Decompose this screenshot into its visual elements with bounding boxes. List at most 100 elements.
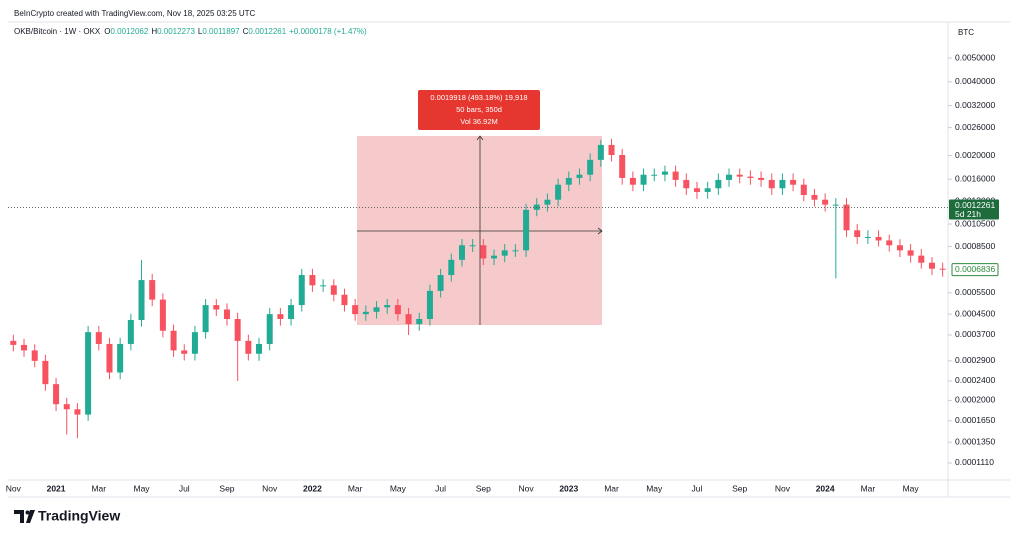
candle-body (683, 179, 690, 189)
candle-body (85, 332, 92, 415)
y-tick-label: 0.0001110 (955, 457, 994, 467)
price-label: 0.0006836 (955, 264, 995, 274)
candle-body (736, 174, 743, 177)
candle-body (106, 343, 113, 373)
candle-body (726, 174, 733, 180)
candle-body (715, 179, 722, 189)
candle-body (469, 245, 476, 247)
price-note: 5d 21h (955, 209, 981, 219)
candle-body (822, 199, 829, 205)
candle-body (416, 318, 423, 325)
candle-body (693, 188, 700, 192)
tooltip-text: Vol 36.92M (460, 117, 498, 126)
y-tick-label: 0.0008500 (955, 241, 995, 251)
candle-body (555, 184, 562, 200)
candle-body (565, 177, 572, 185)
x-tick-label: Sep (476, 483, 491, 493)
symbol: OKB/Bitcoin · 1W · OKX (14, 27, 101, 36)
candle-body (832, 204, 839, 206)
candle-body (704, 188, 711, 192)
legend-key: L (198, 27, 203, 36)
candle-body (394, 305, 401, 315)
candle-body (619, 154, 626, 178)
y-tick-label: 0.0005500 (955, 287, 995, 297)
legend-value: 0.0012062 (110, 27, 148, 36)
x-tick-label: 2021 (47, 483, 66, 493)
candle-body (587, 159, 594, 175)
candle-body (576, 174, 583, 178)
candle-body (501, 250, 508, 256)
candle-body (779, 179, 786, 189)
candle-body (362, 311, 369, 315)
candle-body (384, 305, 391, 308)
candle-body (181, 350, 188, 354)
candle-body (10, 340, 17, 345)
legend-value: 0.0012261 (248, 27, 286, 36)
candle-body (330, 285, 337, 295)
legend-key: O (104, 27, 110, 36)
x-tick-label: May (646, 483, 663, 493)
x-tick-label: Mar (861, 483, 876, 493)
candle-body (854, 230, 861, 237)
candle-body (544, 199, 551, 205)
candle-body (768, 179, 775, 189)
candle-body (651, 174, 658, 176)
candle-body (458, 245, 465, 260)
y-tick-label: 0.0001650 (955, 415, 995, 425)
candle-body (74, 409, 81, 415)
price-label: 0.0012261 (955, 200, 995, 210)
x-tick-label: Sep (732, 483, 747, 493)
candle-body (928, 262, 935, 269)
candle-body (256, 343, 263, 354)
brand: TradingView (38, 508, 120, 524)
candle-body (491, 255, 498, 259)
candle-body (640, 174, 647, 185)
measure-area (357, 136, 602, 325)
price-label-box (951, 263, 999, 277)
candle-body (245, 340, 252, 354)
x-tick-label: Jul (692, 483, 703, 493)
candle-body (875, 236, 882, 241)
candle-body (234, 318, 241, 341)
candle-body (309, 275, 316, 286)
x-tick-label: May (903, 483, 920, 493)
tooltip-text: 0.0019918 (493.18%) 19,918 (430, 93, 527, 102)
x-tick-label: Nov (519, 483, 535, 493)
candle-body (747, 176, 754, 178)
candle-body (448, 259, 455, 276)
measure-tooltip: 0.0019918 (493.18%) 19,918 50 bars, 350d… (418, 90, 540, 130)
y-tick-label: 0.0026000 (955, 122, 995, 132)
candle-body (426, 290, 433, 319)
y-tick-label: 0.0050000 (955, 52, 995, 62)
y-tick-label: 0.0002900 (955, 355, 995, 365)
logo-dot (25, 510, 30, 515)
y-tick-label: 0.0002400 (955, 375, 995, 385)
tooltip-text: 50 bars, 350d (456, 105, 502, 114)
candle-body (95, 332, 102, 344)
candle-body (53, 384, 60, 405)
x-tick-label: 2022 (303, 483, 322, 493)
candle-body (266, 314, 273, 344)
candle-body (758, 177, 765, 180)
candle-body (437, 275, 444, 291)
tooltip-box (418, 90, 540, 130)
candle-body (864, 236, 871, 238)
brand-logo: TradingView (14, 508, 120, 524)
x-tick-label: 2023 (559, 483, 578, 493)
candle-body (149, 280, 156, 300)
candle-body (117, 343, 124, 373)
candle-body (896, 245, 903, 251)
measure-arrow (597, 227, 603, 235)
legend-change: +0.0000178 (+1.47%) (289, 27, 367, 36)
x-tick-label: May (133, 483, 150, 493)
candle-body (341, 294, 348, 306)
price-label-box (949, 199, 999, 220)
x-tick-label: Mar (91, 483, 106, 493)
y-tick-label: 0.0016000 (955, 174, 995, 184)
legend-key: H (151, 27, 157, 36)
x-tick-label: Mar (348, 483, 363, 493)
candle-body (21, 344, 28, 351)
x-tick-label: May (390, 483, 407, 493)
candle-body (298, 275, 305, 306)
y-tick-label: 0.0010500 (955, 218, 995, 228)
